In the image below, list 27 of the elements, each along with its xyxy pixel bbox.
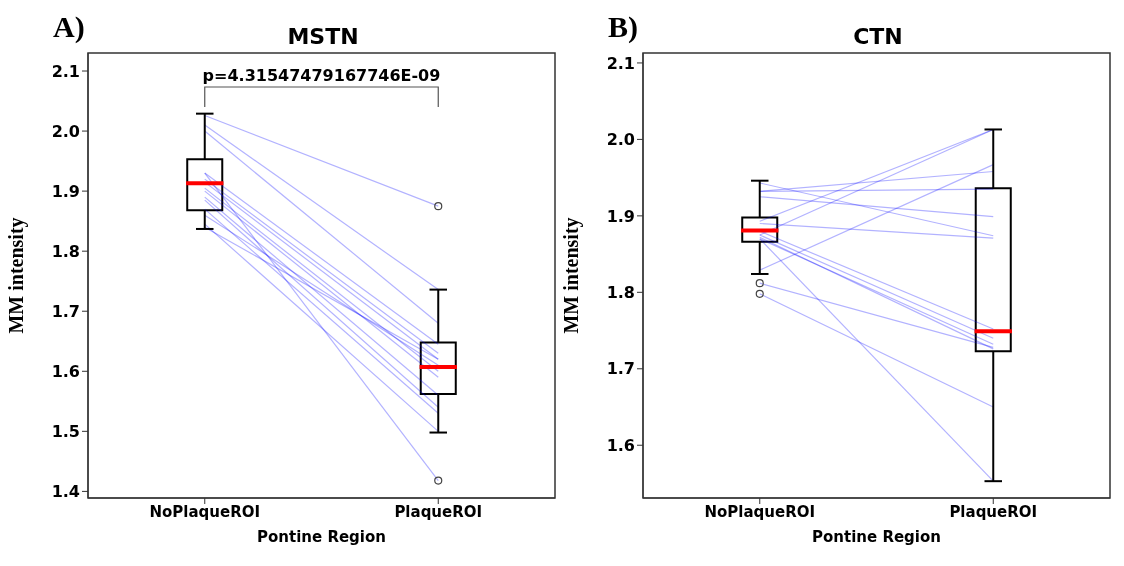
y-tick-label: 2.1 [51, 61, 80, 81]
y-tick-label: 1.7 [606, 359, 635, 379]
text: B) [608, 10, 638, 44]
y-tick-label: 1.4 [51, 482, 80, 502]
y-tick-label: 1.8 [606, 283, 635, 302]
y-tick-label: 1.9 [606, 206, 635, 226]
y-tick-label: 1.6 [606, 435, 635, 455]
x-tick-label: PlaqueROI [394, 502, 483, 521]
x-axis-title: Pontine Region [812, 528, 941, 546]
chart-title: MSTN [286, 24, 360, 49]
y-tick-label: 2.0 [51, 121, 80, 141]
x-tick-label: NoPlaqueROI [149, 502, 261, 521]
y-tick-label: 1.6 [51, 361, 80, 381]
x-tick-label: PlaqueROI [949, 502, 1038, 521]
y-tick-label: 2.1 [606, 53, 635, 73]
chart-title: CTN [852, 24, 904, 49]
y-axis-title: MM intensity [5, 217, 29, 334]
annotation: p=4.31547479167746E-09 [202, 66, 441, 85]
y-axis-title: MM intensity [560, 217, 584, 334]
x-tick-label: NoPlaqueROI [704, 502, 816, 521]
y-tick-label: 1.9 [51, 181, 80, 201]
y-tick-label: 1.5 [51, 422, 80, 442]
y-tick-label: 1.7 [51, 301, 80, 321]
y-tick-label: 2.0 [606, 130, 635, 150]
text: A) [53, 10, 85, 44]
x-axis-title: Pontine Region [257, 528, 386, 546]
y-tick-label: 1.8 [51, 241, 80, 261]
